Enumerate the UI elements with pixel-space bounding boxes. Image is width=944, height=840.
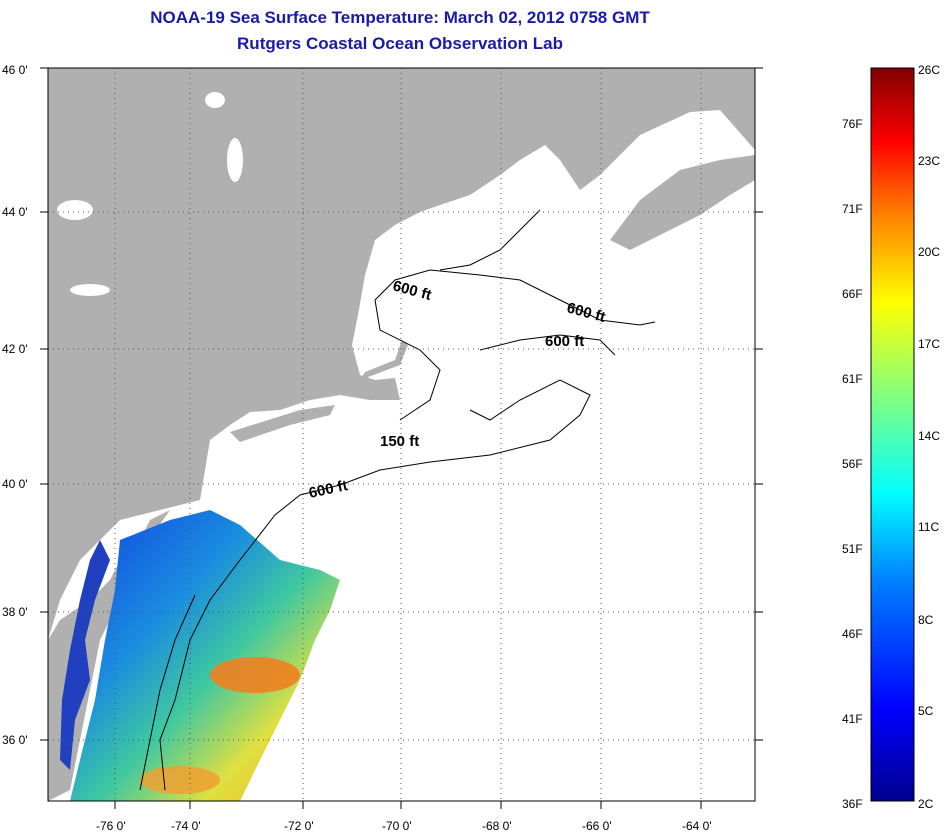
warm-anomaly — [210, 657, 300, 693]
land-delmarva — [48, 510, 170, 801]
contour-line — [139, 594, 196, 791]
lat-label: 40 0' — [2, 477, 28, 491]
lake — [227, 138, 243, 182]
contour-line — [479, 334, 616, 356]
contour-line — [159, 379, 591, 791]
graticule — [48, 68, 755, 801]
map-subtitle: Rutgers Coastal Ocean Observation Lab — [237, 34, 563, 53]
map-title: NOAA-19 Sea Surface Temperature: March 0… — [150, 8, 650, 27]
land-nova-scotia — [610, 155, 755, 250]
tick-marks — [40, 67, 763, 809]
sst-data-swath — [70, 510, 340, 801]
lon-label: -74 0' — [171, 819, 201, 833]
contour-label: 600 ft — [545, 333, 584, 350]
contour-line — [374, 269, 656, 421]
lat-label: 46 0' — [2, 63, 28, 77]
lake — [205, 92, 225, 108]
lat-label: 44 0' — [2, 205, 28, 219]
warm-anomaly — [140, 766, 220, 794]
contour-label: 150 ft — [380, 433, 419, 450]
chesapeake-bay — [60, 540, 110, 770]
land-long-island — [230, 405, 335, 442]
lon-label: -64 0' — [682, 819, 712, 833]
lon-label: -66 0' — [582, 819, 612, 833]
lon-label: -72 0' — [284, 819, 314, 833]
lat-label: 36 0' — [2, 733, 28, 747]
lake — [70, 284, 110, 296]
lat-label: 42 0' — [2, 342, 28, 356]
lon-label: -68 0' — [482, 819, 512, 833]
land-mainland — [48, 68, 755, 640]
land-cape-cod — [360, 340, 408, 380]
contour-line — [439, 209, 541, 271]
lat-label: 38 0' — [2, 605, 28, 619]
lon-label: -70 0' — [382, 819, 412, 833]
lon-label: -76 0' — [96, 819, 126, 833]
lake — [57, 200, 93, 220]
